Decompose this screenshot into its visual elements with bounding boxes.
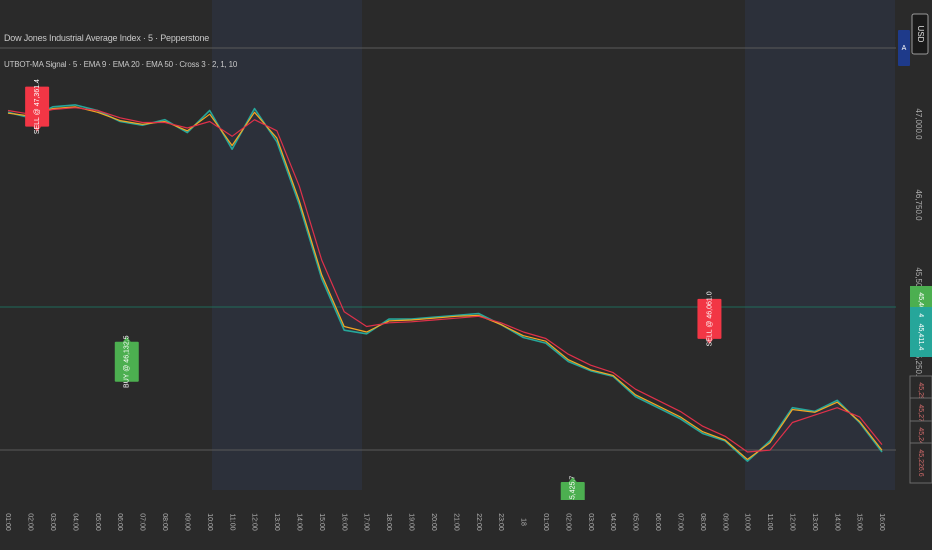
signal-label: SELL @ 46,061.0: [706, 291, 713, 346]
price-axis[interactable]: USDA47,000.046,750.045,500.045,250.045,4…: [898, 0, 932, 500]
price-label: 45,411.4: [917, 324, 924, 351]
signal-label: SELL @ 47,361.4: [34, 79, 41, 134]
grid: [0, 47, 896, 451]
time-axis-bg: [0, 500, 932, 550]
x-tick-label: 06:00: [654, 513, 661, 531]
x-tick-label: 02:00: [564, 513, 571, 531]
session-shade: [745, 0, 895, 490]
x-tick-label: 15:00: [856, 513, 863, 531]
signal-pointer: [33, 126, 42, 132]
x-tick-label: 01:00: [542, 513, 549, 531]
x-tick-label: 06:00: [116, 513, 123, 531]
price-label: 45,462.5: [917, 292, 924, 319]
x-tick-label: 22:00: [475, 513, 482, 531]
x-tick-label: 03:00: [587, 513, 594, 531]
x-tick-label: 08:00: [161, 513, 168, 531]
x-tick-label: 05:00: [94, 513, 101, 531]
x-tick-label: 16:00: [878, 513, 885, 531]
currency-badge-label: USD: [916, 26, 925, 43]
signal-box: [25, 86, 50, 127]
x-tick-label: 23:00: [497, 513, 504, 531]
x-tick-label: 09:00: [183, 513, 190, 531]
x-tick-label: 07:00: [139, 513, 146, 531]
x-tick-label: 20:00: [430, 513, 437, 531]
x-tick-label: 13:00: [811, 513, 818, 531]
series-group: [7, 104, 883, 462]
signal-pointer: [705, 338, 714, 344]
x-tick-label: 13:00: [273, 513, 280, 531]
y-tick-label: 45,500.0: [914, 267, 923, 299]
x-tick-label: 03:00: [49, 513, 56, 531]
x-tick-label: 10:00: [744, 513, 751, 531]
series-ema-slow: [7, 107, 883, 453]
currency-badge[interactable]: [911, 13, 929, 55]
x-tick-label: 18:00: [385, 513, 392, 531]
x-tick-label: 05:00: [632, 513, 639, 531]
x-tick-label: 12:00: [789, 513, 796, 531]
x-tick-label: 10:00: [206, 513, 213, 531]
y-tick-label: 46,750.0: [914, 189, 923, 221]
signal-label: BUY @ 46,132.5: [124, 335, 131, 388]
x-tick-label: 19:00: [408, 513, 415, 531]
x-tick-label: 11:00: [766, 514, 773, 531]
sell-signal: SELL @ 46,061.0: [697, 291, 722, 346]
price-label: 45,272.0: [917, 404, 924, 431]
x-tick-label: 07:00: [676, 513, 683, 531]
session-shade: [212, 0, 362, 490]
x-tick-label: 09:00: [721, 513, 728, 531]
x-tick-label: 17:00: [363, 513, 370, 531]
signal-box: [697, 298, 722, 339]
x-tick-label: 14:00: [295, 513, 302, 531]
x-tick-label: 16:00: [340, 513, 347, 531]
price-label-box: [910, 317, 932, 357]
x-tick-label: 02:00: [27, 513, 34, 531]
x-tick-label: 21:00: [452, 513, 459, 531]
x-tick-label: 12:00: [251, 513, 258, 531]
price-label: 45,248.5: [917, 427, 924, 454]
buy-signal: BUY @ 46,132.5: [114, 335, 139, 388]
x-tick-label: 15:00: [318, 513, 325, 531]
y-tick-label: 47,000.0: [914, 108, 923, 140]
sell-signal: SELL @ 47,361.4: [25, 79, 50, 134]
signal-pointer: [568, 477, 577, 482]
x-tick-label: 11:00: [228, 514, 235, 531]
signal-pointer: [122, 336, 131, 342]
x-tick-label: 14:00: [833, 513, 840, 531]
alert-badge[interactable]: [898, 30, 910, 66]
signal-box: [114, 341, 139, 382]
time-axis[interactable]: 01:00 02:00 03:00 04:00 05:00 06:00 07:00 08:00…: [0, 500, 932, 550]
price-label: 45,292.0: [917, 382, 924, 409]
x-tick-label: 04:00: [609, 513, 616, 531]
indicator-legend[interactable]: UTBOT-MA Signal · 5 · EMA 9 · EMA 20 · E…: [4, 60, 238, 69]
chart-title: Dow Jones Industrial Average Index · 5 ·…: [4, 33, 210, 43]
price-label: 45,226.6: [917, 449, 924, 476]
x-tick-label: 01:00: [4, 513, 11, 531]
x-tick-label: 18: [520, 518, 527, 526]
x-tick-label: 08:00: [699, 513, 706, 531]
price-label-box: [909, 442, 932, 484]
alert-badge-label: A: [902, 45, 907, 52]
x-tick-label: 04:00: [71, 513, 78, 531]
y-tick-label: 45,250.0: [914, 349, 923, 381]
